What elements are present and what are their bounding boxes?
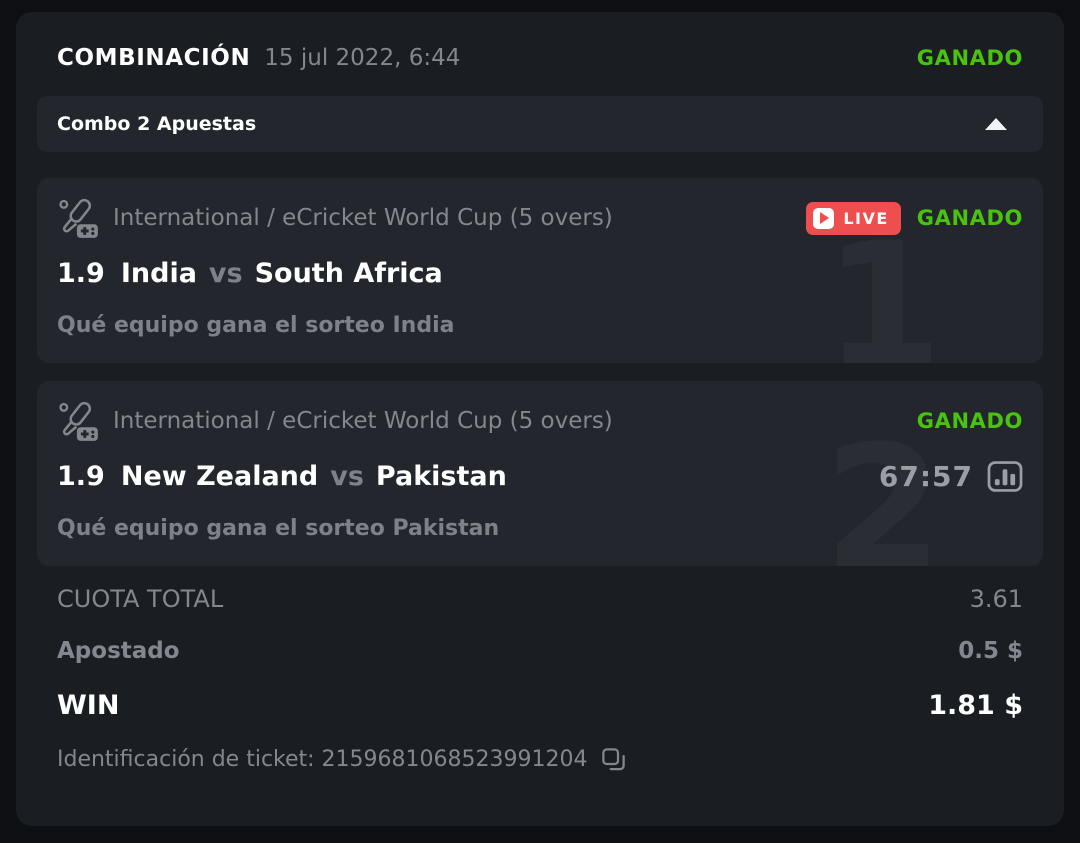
ecricket-esports-icon [57,197,101,239]
staked-label: Apostado [57,638,180,664]
bet-leg-1[interactable]: International / eCricket World Cup (5 ov… [37,178,1043,363]
total-odds-value: 3.61 [969,585,1023,613]
team-home: India [120,257,197,289]
win-label: WIN [57,689,120,721]
vs-separator: vs [330,460,364,492]
leg-number-watermark: 1 [823,205,943,364]
market-selection-label: Qué equipo gana el sorteo India [57,313,455,338]
collapse-arrow-icon[interactable] [985,118,1007,130]
leg-number-watermark: 2 [823,408,943,567]
team-home: New Zealand [120,460,319,492]
league-label: International / eCricket World Cup (5 ov… [113,205,613,231]
bet-status-badge: GANADO [916,409,1023,433]
bet-ticket-card: COMBINACIÓN 15 jul 2022, 6:44 GANADO Com… [16,12,1064,826]
total-odds-label: CUOTA TOTAL [57,585,224,613]
team-away: Pakistan [375,460,507,492]
bet-leg-2[interactable]: International / eCricket World Cup (5 ov… [37,381,1043,566]
ticket-id-text: Identificación de ticket: 21596810685239… [57,746,588,772]
ticket-type-title: COMBINACIÓN [57,45,251,71]
combo-label: Combo 2 Apuestas [57,113,257,135]
odds-value: 1.9 [57,257,105,289]
live-badge[interactable]: LIVE [806,201,901,235]
copy-icon[interactable] [600,746,627,773]
win-value: 1.81 $ [928,689,1023,721]
ecricket-esports-icon [57,400,101,442]
market-selection-label: Qué equipo gana el sorteo Pakistan [57,516,500,541]
ticket-datetime: 15 jul 2022, 6:44 [264,45,461,71]
live-label: LIVE [843,208,889,228]
ticket-status-badge: GANADO [916,46,1023,70]
staked-value: 0.5 $ [958,638,1023,664]
league-label: International / eCricket World Cup (5 ov… [113,408,613,434]
ticket-summary: CUOTA TOTAL 3.61 Apostado 0.5 $ WIN 1.81… [37,584,1043,774]
match-score: 67:57 [878,459,973,493]
ticket-header: COMBINACIÓN 15 jul 2022, 6:44 GANADO [37,12,1043,96]
play-icon [813,207,835,229]
vs-separator: vs [208,257,243,289]
odds-value: 1.9 [57,460,105,492]
bet-status-badge: GANADO [916,206,1023,230]
combo-toggle-bar[interactable]: Combo 2 Apuestas [37,96,1043,152]
statistics-icon[interactable] [987,460,1023,492]
team-away: South Africa [254,257,443,289]
